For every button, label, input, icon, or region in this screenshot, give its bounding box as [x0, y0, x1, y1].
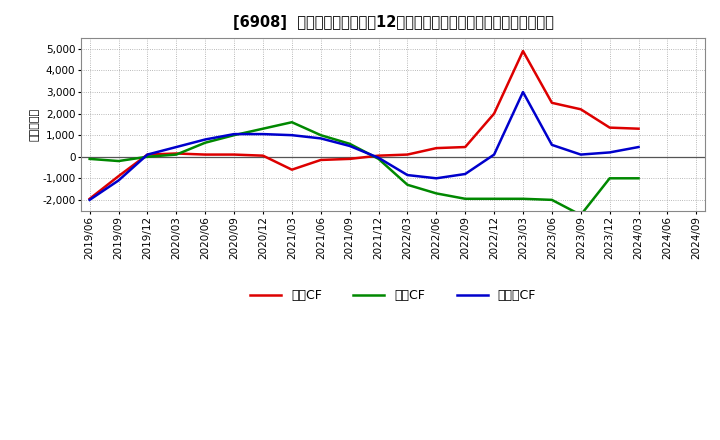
フリーCF: [172, 144, 181, 150]
営業CF: [114, 173, 123, 179]
投資CF: [461, 196, 469, 202]
投資CF: [403, 182, 412, 187]
営業CF: [287, 167, 296, 172]
投資CF: [172, 152, 181, 157]
Title: [6908]  キャッシュフローの12か月移動合計の対前年同期増減額の推移: [6908] キャッシュフローの12か月移動合計の対前年同期増減額の推移: [233, 15, 554, 30]
投資CF: [518, 196, 527, 202]
営業CF: [317, 158, 325, 163]
営業CF: [403, 152, 412, 157]
営業CF: [490, 111, 498, 116]
営業CF: [230, 152, 238, 157]
フリーCF: [86, 197, 94, 202]
Y-axis label: （百万円）: （百万円）: [30, 108, 40, 141]
投資CF: [374, 156, 383, 161]
投資CF: [432, 191, 441, 196]
営業CF: [143, 152, 152, 157]
フリーCF: [403, 172, 412, 178]
投資CF: [114, 158, 123, 164]
フリーCF: [461, 171, 469, 176]
フリーCF: [287, 132, 296, 138]
営業CF: [201, 152, 210, 157]
投資CF: [230, 132, 238, 138]
フリーCF: [548, 142, 557, 147]
営業CF: [577, 106, 585, 112]
営業CF: [346, 156, 354, 161]
投資CF: [201, 140, 210, 145]
フリーCF: [201, 137, 210, 142]
営業CF: [518, 48, 527, 54]
投資CF: [606, 176, 614, 181]
投資CF: [346, 141, 354, 147]
フリーCF: [258, 132, 267, 137]
投資CF: [143, 154, 152, 159]
投資CF: [86, 156, 94, 161]
投資CF: [577, 213, 585, 218]
フリーCF: [374, 155, 383, 161]
営業CF: [634, 126, 643, 131]
Line: 投資CF: 投資CF: [90, 122, 639, 215]
営業CF: [374, 153, 383, 158]
フリーCF: [317, 136, 325, 141]
Line: 営業CF: 営業CF: [90, 51, 639, 199]
フリーCF: [490, 152, 498, 157]
投資CF: [258, 126, 267, 131]
営業CF: [86, 196, 94, 202]
営業CF: [548, 100, 557, 106]
フリーCF: [143, 152, 152, 157]
フリーCF: [577, 152, 585, 157]
投資CF: [634, 176, 643, 181]
営業CF: [258, 153, 267, 158]
投資CF: [490, 196, 498, 202]
Legend: 営業CF, 投資CF, フリーCF: 営業CF, 投資CF, フリーCF: [250, 290, 536, 302]
営業CF: [606, 125, 614, 130]
フリーCF: [606, 150, 614, 155]
営業CF: [432, 146, 441, 151]
フリーCF: [346, 143, 354, 149]
投資CF: [317, 132, 325, 138]
営業CF: [172, 151, 181, 156]
フリーCF: [518, 89, 527, 95]
営業CF: [461, 144, 469, 150]
フリーCF: [114, 178, 123, 183]
フリーCF: [634, 144, 643, 150]
投資CF: [548, 197, 557, 202]
フリーCF: [230, 132, 238, 137]
Line: フリーCF: フリーCF: [90, 92, 639, 200]
投資CF: [287, 120, 296, 125]
フリーCF: [432, 176, 441, 181]
